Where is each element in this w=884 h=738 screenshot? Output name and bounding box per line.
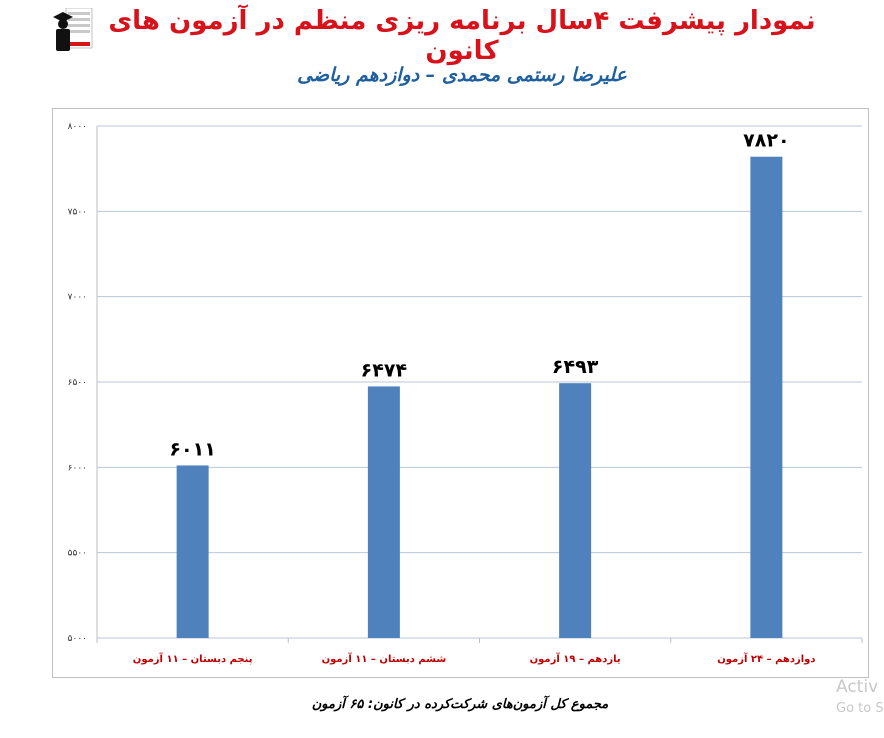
data-label: ۶۴۹۳ <box>552 356 599 378</box>
total-exams-note: مجموع کل آزمون‌های شرکت‌کرده در کانون: ۶… <box>311 697 609 712</box>
graduate-logo-icon <box>52 7 94 52</box>
bar <box>176 465 209 638</box>
y-tick-label: ۶۵۰۰ <box>68 378 87 388</box>
bar <box>559 383 592 638</box>
watermark-line-1: Activ <box>836 677 879 697</box>
data-label: ۷۸۲۰ <box>743 130 789 152</box>
y-tick-label: ۵۰۰۰ <box>68 634 87 644</box>
y-tick-label: ۶۰۰۰ <box>68 463 87 473</box>
x-tick-label: پنجم دبستان – ۱۱ آزمون <box>133 652 253 665</box>
y-tick-label: ۷۰۰۰ <box>68 293 87 303</box>
x-tick-label: ششم دبستان – ۱۱ آزمون <box>322 652 447 665</box>
activation-watermark: Activ Go to S <box>836 676 884 720</box>
bar <box>750 156 783 638</box>
watermark-line-2: Go to S <box>836 701 884 716</box>
data-label: ۶۴۷۴ <box>361 359 407 381</box>
y-tick-label: ۸۰۰۰ <box>68 122 87 132</box>
bar-chart: ۵۰۰۰ ۵۵۰۰ ۶۰۰۰ ۶۵۰۰ ۷۰۰۰ ۷۵۰۰ ۸۰۰۰ ۶۰۱۱ پنجم دبس… <box>68 122 863 665</box>
x-tick-label: دوازدهم – ۲۴ آزمون <box>717 652 815 665</box>
y-tick-label: ۵۵۰۰ <box>68 549 87 559</box>
y-tick-label: ۷۵۰۰ <box>68 207 87 217</box>
chart-title: نمودار پیشرفت ۴سال برنامه ریزی منظم در آ… <box>108 6 816 66</box>
chart-subtitle: علیرضا رستمی محمدی – دوازدهم ریاضی <box>297 64 627 86</box>
bar <box>367 386 400 638</box>
x-tick-label: یازدهم – ۱۹ آزمون <box>530 652 621 665</box>
data-label: ۶۰۱۱ <box>169 438 215 460</box>
chart-area: ۵۰۰۰ ۵۵۰۰ ۶۰۰۰ ۶۵۰۰ ۷۰۰۰ ۷۵۰۰ ۸۰۰۰ ۶۰۱۱ پنجم دبس… <box>52 108 869 678</box>
